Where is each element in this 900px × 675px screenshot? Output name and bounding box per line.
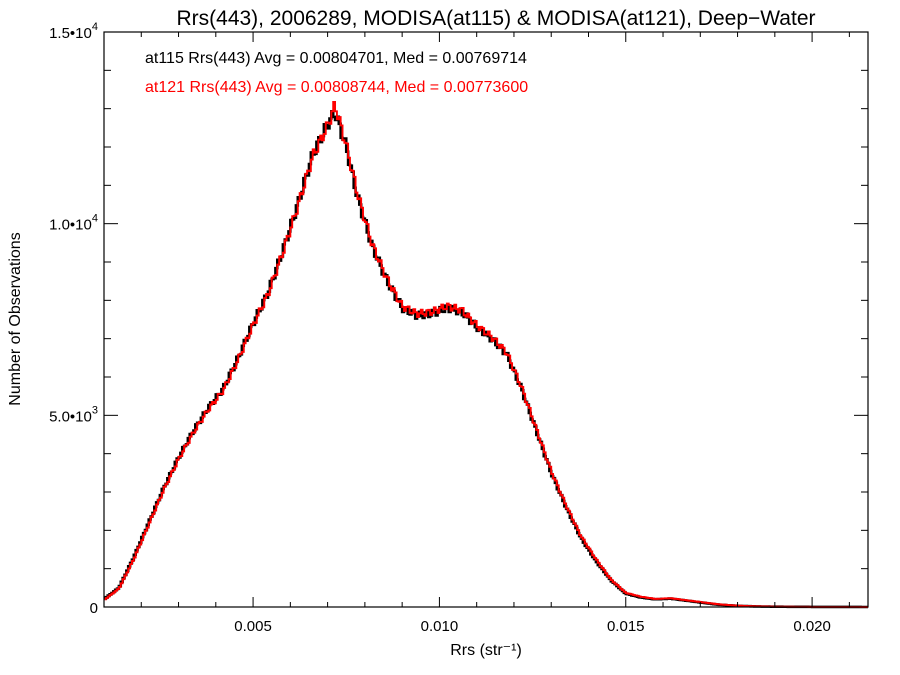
y-tick-label: 1.5•104 — [49, 21, 98, 42]
x-tick-label: 0.015 — [607, 618, 645, 635]
chart-title: Rrs(443), 2006289, MODISA(at115) & MODIS… — [176, 7, 815, 30]
y-tick-label: 5.0•103 — [49, 404, 98, 425]
plot-frame — [103, 31, 869, 608]
x-axis-label: Rrs (str⁻¹) — [450, 642, 522, 659]
y-tick-label: 0 — [90, 600, 98, 617]
legend-at115: at115 Rrs(443) Avg = 0.00804701, Med = 0… — [145, 50, 527, 67]
y-tick-label: 1.0•104 — [49, 213, 98, 234]
x-tick-label: 0.010 — [421, 618, 459, 635]
x-tick-label: 0.005 — [234, 618, 272, 635]
ticks-layer: 0.005 0.010 0.015 0.020 0 5.0•103 1.0•104 1.5•1… — [49, 21, 868, 635]
y-axis-label: Number of Observations — [7, 232, 24, 405]
series-line-at121 — [104, 100, 868, 608]
series-layer — [104, 100, 868, 609]
x-tick-label: 0.020 — [793, 618, 831, 635]
legend-at121: at121 Rrs(443) Avg = 0.00808744, Med = 0… — [145, 79, 528, 96]
series-line-at115 — [104, 110, 868, 609]
